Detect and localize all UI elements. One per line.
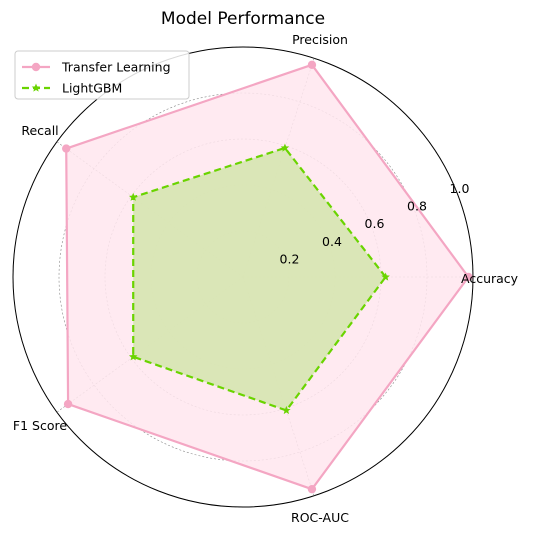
series-line-transfer-learning	[65, 63, 470, 491]
chart-title: Model Performance	[161, 9, 325, 29]
radial-tick-label: 1.0	[450, 181, 470, 196]
category-label: ROC-AUC	[291, 510, 349, 525]
radial-tick-labels: 0.2 0.4 0.6 0.8 1.0	[280, 181, 470, 266]
category-labels: Accuracy Precision Recall F1 Score ROC-AUC	[13, 32, 519, 525]
radial-tick-label: 0.2	[280, 251, 300, 266]
category-label: Recall	[21, 123, 58, 138]
category-label: Accuracy	[461, 271, 519, 286]
legend-marker	[31, 83, 41, 92]
series-line-lightgbm	[132, 146, 387, 412]
data-point-lightgbm	[381, 272, 390, 281]
data-point-transfer-learning	[63, 399, 73, 409]
legend-label: Transfer Learning	[61, 60, 171, 75]
series-area-lightgbm	[133, 147, 386, 411]
legend-marker	[31, 62, 41, 72]
category-label: Precision	[292, 32, 348, 47]
data-point-lightgbm	[128, 352, 138, 361]
legend-label: LightGBM	[62, 81, 122, 96]
category-label: F1 Score	[13, 418, 67, 433]
legend-box	[14, 50, 190, 100]
radial-tick-label: 0.6	[365, 216, 385, 231]
series-layer	[62, 60, 473, 494]
radial-tick-label: 0.8	[407, 199, 427, 214]
data-point-transfer-learning	[62, 144, 71, 153]
data-point-lightgbm	[282, 405, 291, 415]
data-point-transfer-learning	[307, 484, 317, 494]
data-point-transfer-learning	[464, 272, 473, 282]
data-point-lightgbm	[280, 143, 290, 152]
radial-tick-label: 0.4	[322, 234, 342, 249]
data-point-lightgbm	[128, 192, 138, 201]
legend: Transfer Learning LightGBM	[14, 50, 190, 100]
data-point-transfer-learning	[307, 60, 317, 70]
